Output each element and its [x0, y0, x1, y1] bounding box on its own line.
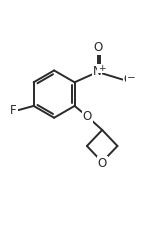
- Text: F: F: [10, 104, 17, 117]
- Text: O: O: [93, 41, 102, 54]
- Text: N: N: [92, 65, 101, 78]
- Text: +: +: [98, 64, 105, 73]
- Text: O: O: [83, 110, 92, 123]
- Text: O: O: [124, 73, 133, 86]
- Text: O: O: [97, 157, 107, 170]
- Text: −: −: [126, 73, 135, 83]
